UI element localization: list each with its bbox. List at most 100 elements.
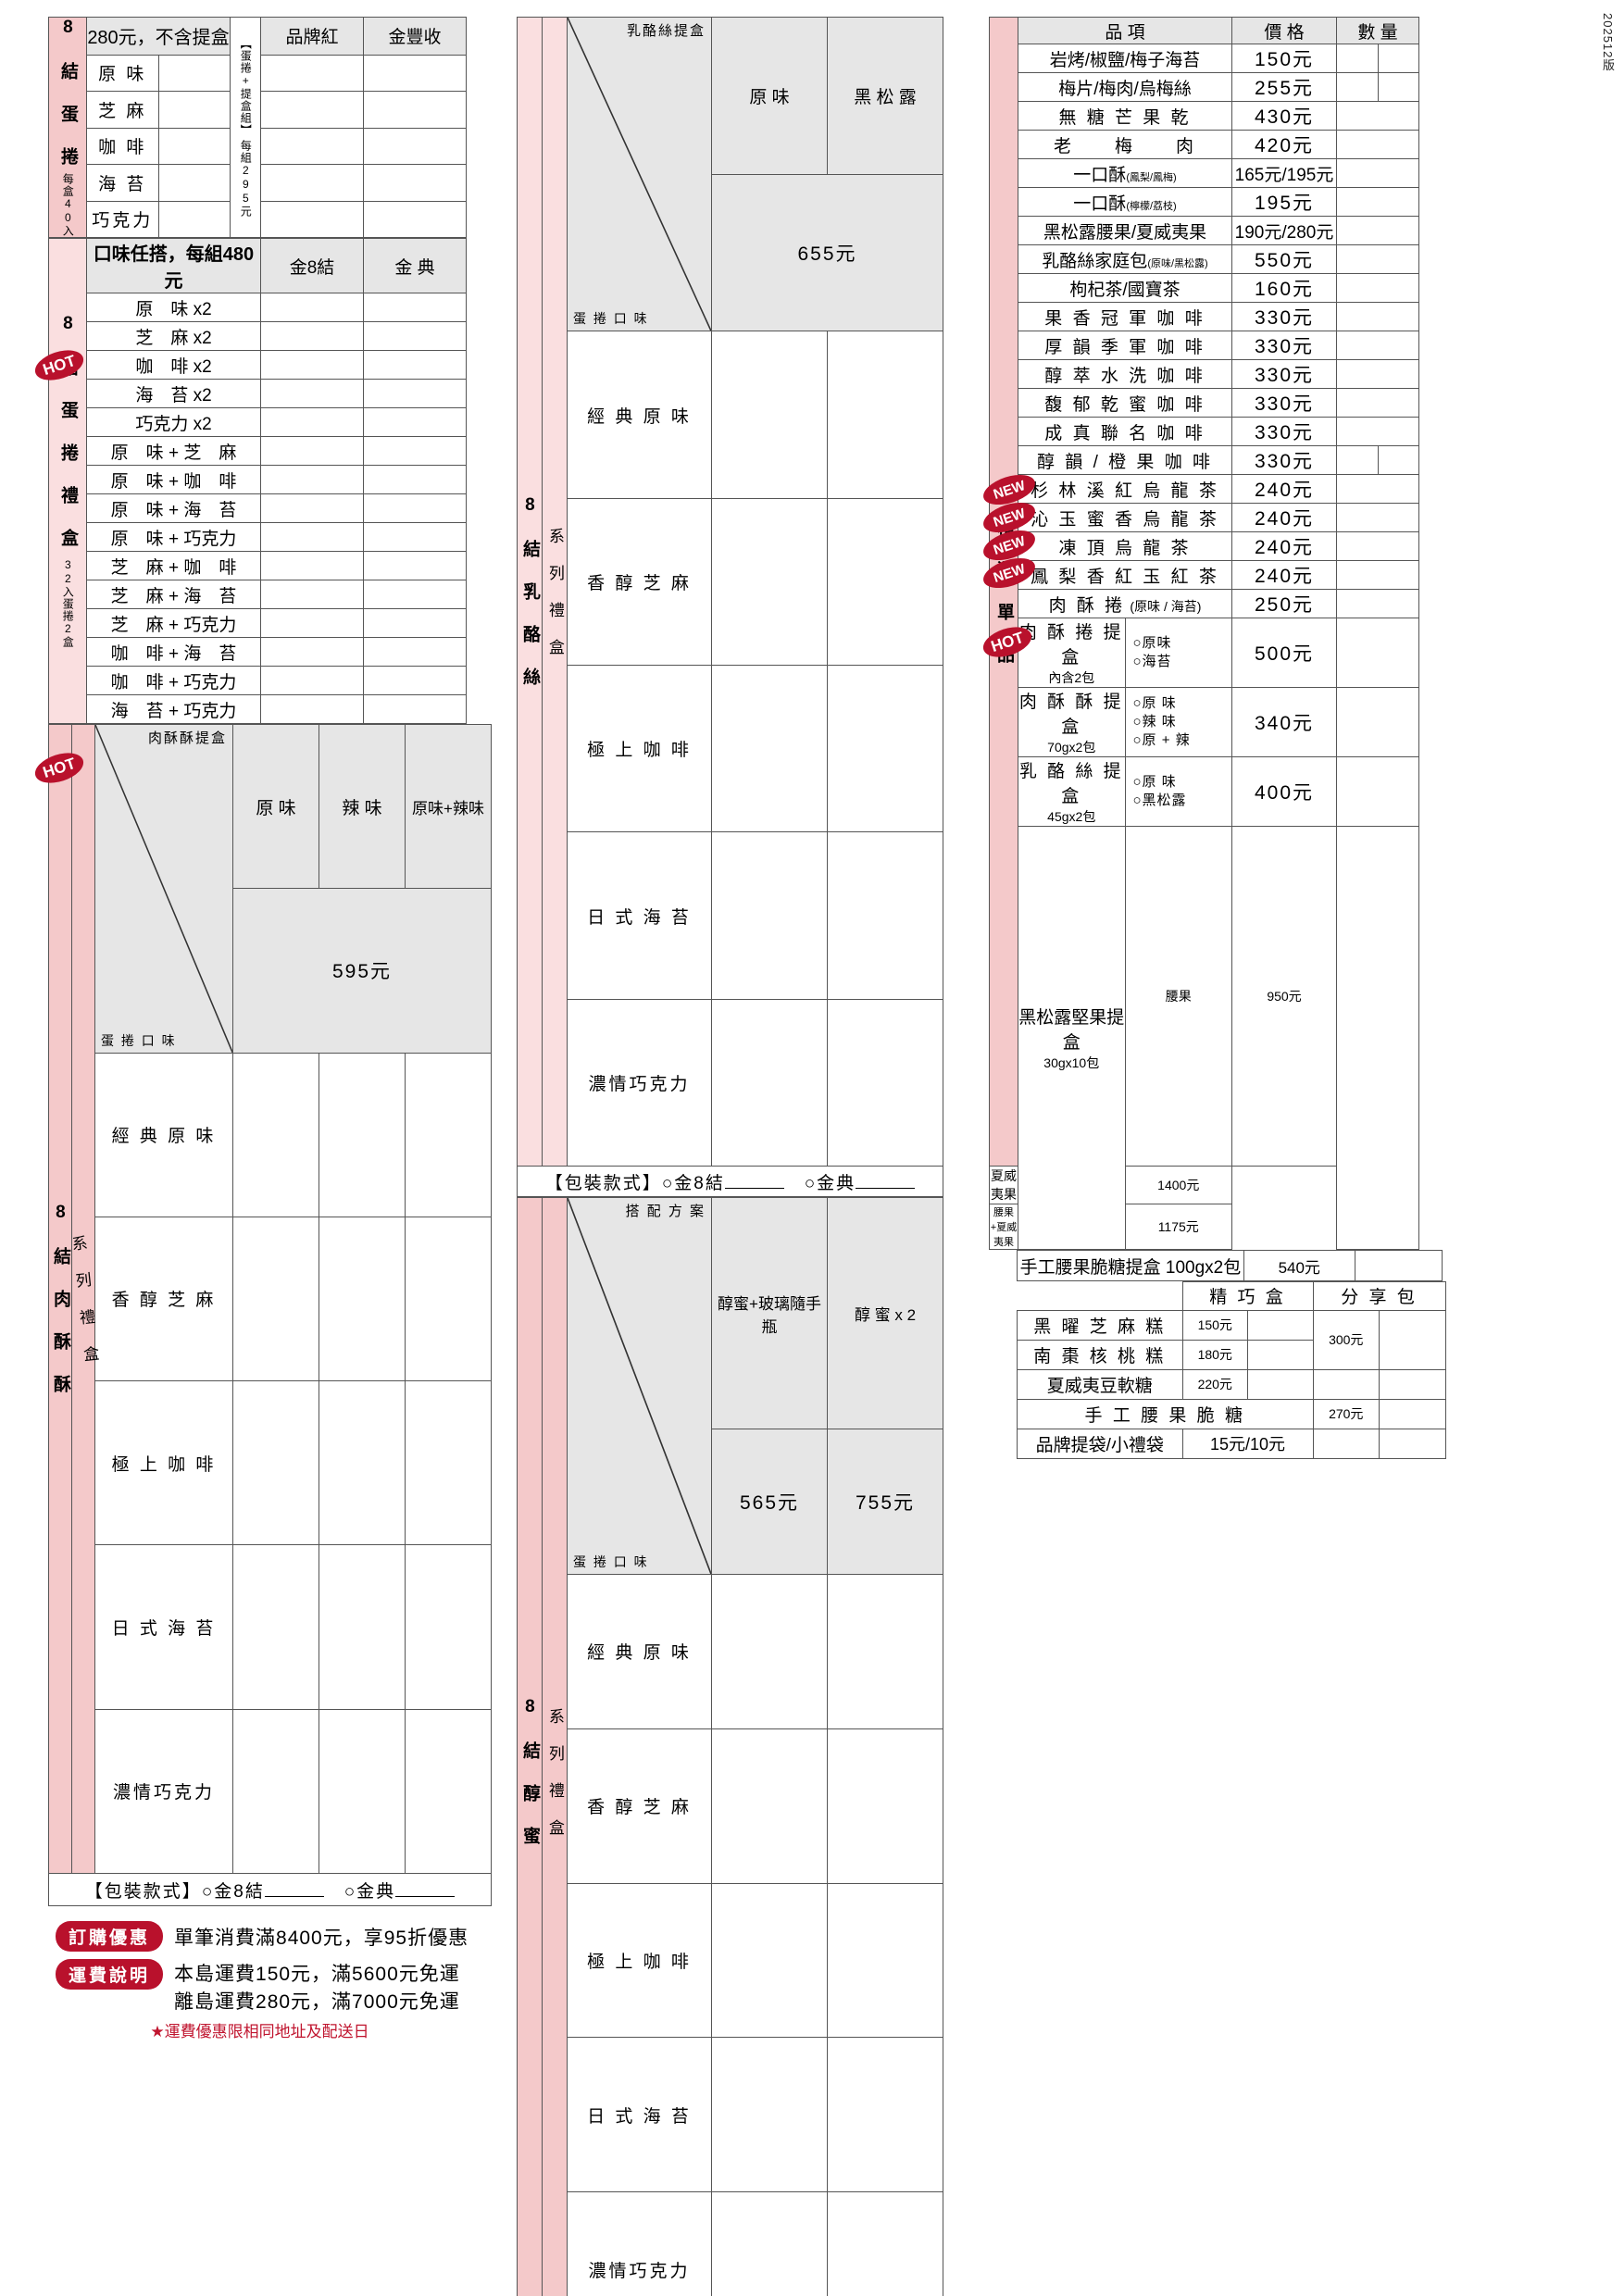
combo-a-9[interactable] [261,552,364,580]
item-qty-12[interactable] [1337,389,1419,418]
combo-b-13[interactable] [364,667,467,695]
cheese-cell-1-1[interactable] [828,498,943,665]
gift-smallqty-0[interactable] [1248,1310,1314,1340]
eggroll-qty-1[interactable] [158,92,231,128]
item-qty-3[interactable] [1337,131,1419,159]
cheese-cell-4-0[interactable] [712,999,828,1166]
cheese-cell-2-0[interactable] [712,666,828,832]
item-qty-10[interactable] [1337,331,1419,360]
optitem-options-2[interactable]: ○原 味 ○黑松露 [1125,757,1232,827]
item-qty-8[interactable] [1337,274,1419,303]
honey-cell-1-1[interactable] [828,1728,943,1883]
pork-cell-0-0[interactable] [233,1053,319,1217]
pork-cell-3-2[interactable] [406,1545,492,1709]
pork-cell-1-2[interactable] [406,1217,492,1380]
item-qty-13[interactable] [1337,418,1419,446]
bag-qty-2[interactable] [1380,1429,1446,1458]
item-qty-2[interactable] [1337,102,1419,131]
pork-cell-4-0[interactable] [233,1709,319,1873]
gift-shareqty-0[interactable] [1380,1310,1446,1369]
gift-smallqty-2[interactable] [1248,1369,1314,1399]
combo-a-12[interactable] [261,638,364,667]
combo-a-6[interactable] [261,466,364,494]
pack-opt-2[interactable]: ○金典 [805,1174,856,1193]
honey-cell-0-1[interactable] [828,1575,943,1729]
combo-a-4[interactable] [261,408,364,437]
pack-opt-1[interactable]: ○金8結 [202,1882,265,1902]
gift-shareqty-2[interactable] [1380,1369,1446,1399]
eggroll-gold-4[interactable] [364,201,467,238]
pork-cell-1-0[interactable] [233,1217,319,1380]
combo-a-3[interactable] [261,380,364,408]
item-qty-1[interactable] [1337,73,1379,102]
pack-opt-1[interactable]: ○金8結 [662,1174,725,1193]
gift-shareqty-3[interactable] [1380,1399,1446,1429]
eggroll-brandred-1[interactable] [261,92,364,128]
combo-a-14[interactable] [261,695,364,724]
nutbox-qty[interactable] [1337,827,1419,1250]
combo-b-14[interactable] [364,695,467,724]
optitem-qty-1[interactable] [1337,688,1419,757]
eggroll-qty-0[interactable] [158,55,231,91]
eggroll-gold-3[interactable] [364,165,467,201]
cheese-cell-1-0[interactable] [712,498,828,665]
honey-cell-0-0[interactable] [712,1575,828,1729]
honey-cell-4-0[interactable] [712,2192,828,2296]
eggroll-brandred-3[interactable] [261,165,364,201]
pork-cell-2-1[interactable] [319,1381,406,1545]
item-qty-16[interactable] [1337,504,1419,532]
combo-b-6[interactable] [364,466,467,494]
honey-cell-2-0[interactable] [712,1883,828,2038]
item-qty-11[interactable] [1337,360,1419,389]
honey-cell-1-0[interactable] [712,1728,828,1883]
pork-cell-3-0[interactable] [233,1545,319,1709]
eggroll-qty-3[interactable] [158,165,231,201]
item-qty-4[interactable] [1337,159,1419,188]
combo-b-11[interactable] [364,609,467,638]
cheese-cell-0-1[interactable] [828,331,943,498]
combo-a-11[interactable] [261,609,364,638]
cheese-cell-0-0[interactable] [712,331,828,498]
combo-b-5[interactable] [364,437,467,466]
combo-b-12[interactable] [364,638,467,667]
pork-cell-0-2[interactable] [406,1053,492,1217]
cheese-cell-2-1[interactable] [828,666,943,832]
item-qty-0[interactable] [1337,44,1379,73]
item-qty-5[interactable] [1337,188,1419,217]
cheese-cell-3-1[interactable] [828,832,943,999]
pork-cell-2-0[interactable] [233,1381,319,1545]
cheese-cell-3-0[interactable] [712,832,828,999]
combo-b-2[interactable] [364,351,467,380]
honey-cell-4-1[interactable] [828,2192,943,2296]
item-qty2-0[interactable] [1378,44,1419,73]
cheese-packaging-row[interactable]: 【包裝款式】○金8結 ○金典 [518,1167,943,1197]
honey-cell-2-1[interactable] [828,1883,943,2038]
pork-packaging-row[interactable]: 【包裝款式】○金8結 ○金典 [49,1874,492,1906]
item-qty2-1[interactable] [1378,73,1419,102]
item-qty2-14[interactable] [1378,446,1419,475]
item-qty-15[interactable] [1337,475,1419,504]
combo-b-8[interactable] [364,523,467,552]
item-qty-7[interactable] [1337,245,1419,274]
optitem-qty-0[interactable] [1337,618,1419,688]
pork-cell-1-1[interactable] [319,1217,406,1380]
combo-a-0[interactable] [261,293,364,322]
item-qty-6[interactable] [1337,217,1419,245]
bag-qty-1[interactable] [1313,1429,1380,1458]
eggroll-brandred-2[interactable] [261,128,364,164]
combo-b-3[interactable] [364,380,467,408]
eggroll-gold-1[interactable] [364,92,467,128]
combo-a-13[interactable] [261,667,364,695]
combo-a-8[interactable] [261,523,364,552]
item-qty-14[interactable] [1337,446,1379,475]
combo-a-2[interactable] [261,351,364,380]
combo-b-1[interactable] [364,322,467,351]
eggroll-brandred-4[interactable] [261,201,364,238]
optitem-options-1[interactable]: ○原 味 ○辣 味 ○原 + 辣 [1125,688,1232,757]
eggroll-brandred-0[interactable] [261,55,364,91]
pork-cell-3-1[interactable] [319,1545,406,1709]
combo-a-10[interactable] [261,580,364,609]
eggroll-qty-4[interactable] [158,201,231,238]
pork-cell-2-2[interactable] [406,1381,492,1545]
honey-cell-3-0[interactable] [712,2038,828,2192]
